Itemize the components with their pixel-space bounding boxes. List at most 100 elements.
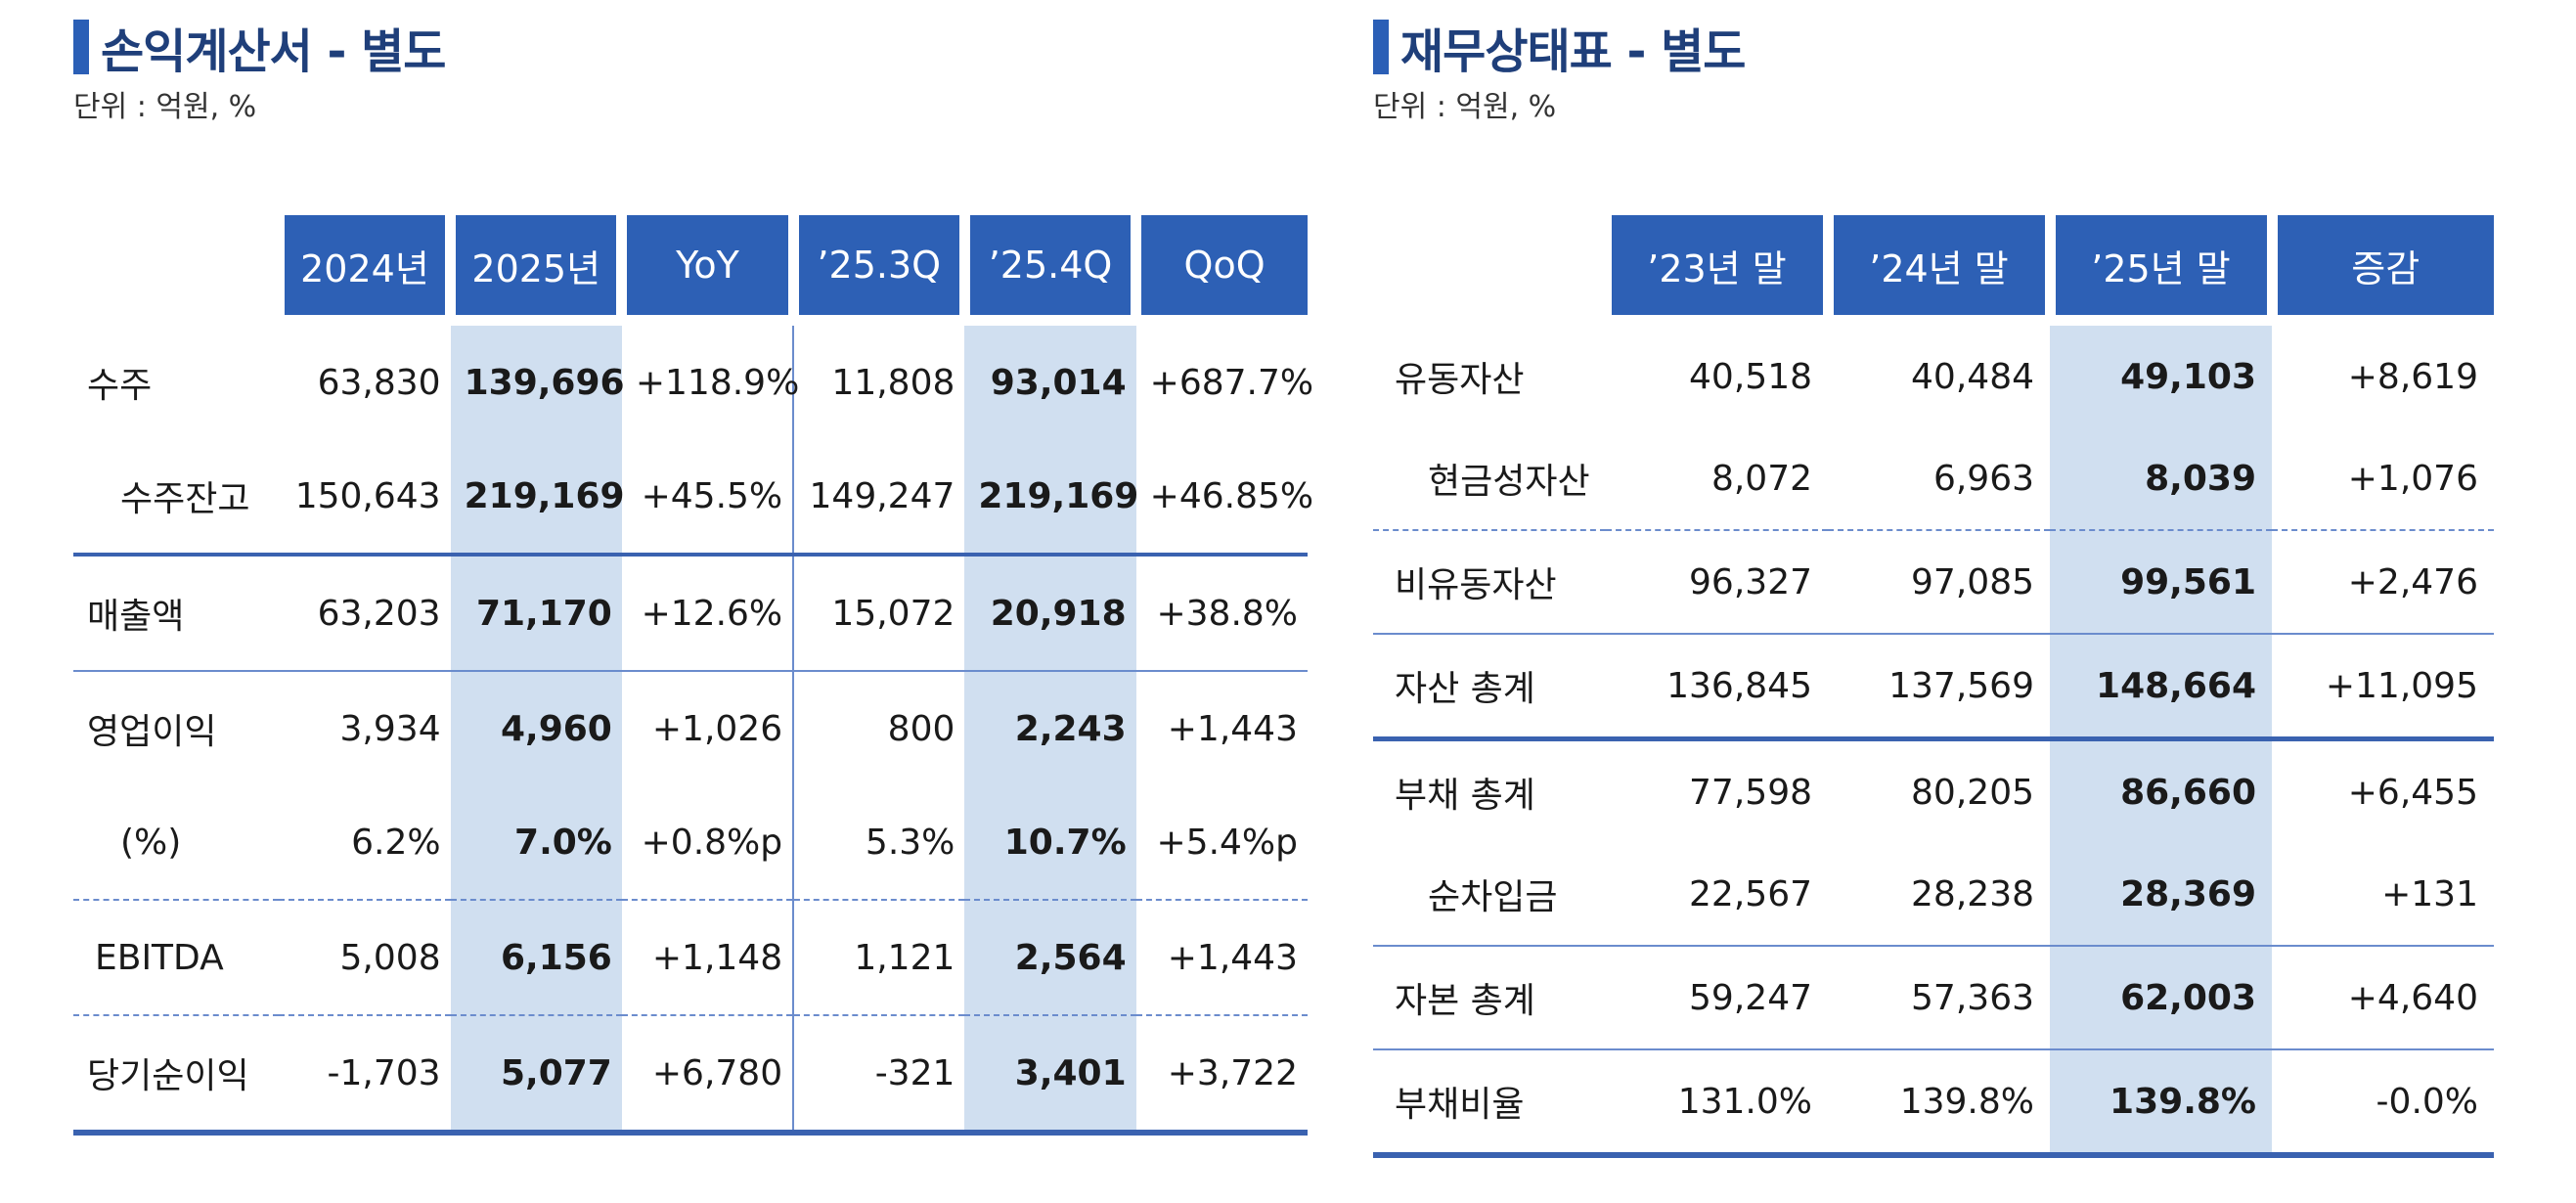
cell-yoy: +118.9% [621,318,799,439]
balance-header-change: 증감 [2266,215,2494,326]
cell-25: 62,003 [2050,945,2272,1049]
balance-title-accent-bar [1373,20,1389,74]
cell-yoy: +6,780 [621,1014,795,1136]
cell-23: 8,072 [1710,458,1812,499]
cell-25-4q: 10.7% [964,785,1136,900]
cell-25-3q: 149,247 [809,475,955,516]
row-label: 부채 총계 [1373,736,1606,843]
income-header-qoq: QoQ [1131,215,1308,326]
balance-row-total-assets: 자산 총계 136,845 137,569 148,664 +11,095 [1373,633,2494,739]
row-label: 자본 총계 [1373,945,1606,1049]
cell-qoq: +3,722 [1135,1014,1308,1136]
cell-qoq: +5.4%p [1156,822,1298,863]
cell-change: +1,076 [2347,458,2478,499]
cell-qoq: +46.85% [1149,475,1314,516]
cell-25: 99,561 [2050,529,2272,634]
row-label: EBITDA [73,899,280,1015]
cell-24: 57,363 [1828,945,2050,1049]
cell-24: 28,238 [1911,873,2034,914]
balance-row-net-debt: 순차입금 22,567 28,238 28,369 +131 [1373,843,2494,946]
cell-24: 137,569 [1828,633,2050,739]
income-header-2024: 2024년 [273,215,451,326]
cell-25: 148,664 [2050,633,2272,739]
cell-change: -0.0% [2272,1048,2494,1158]
cell-25-3q: 5.3% [865,822,955,863]
cell-change: +2,476 [2272,529,2494,634]
cell-2025: 139,696 [450,318,625,439]
cell-2024: 63,203 [279,553,451,671]
cell-23: 40,518 [1606,318,1828,427]
balance-header-25: ’25년 말 [2044,215,2272,326]
balance-row-total-equity: 자본 총계 59,247 57,363 62,003 +4,640 [1373,945,2494,1049]
income-row-backlog: 수주잔고 150,643 219,169 +45.5% 149,247 219,… [73,439,1314,555]
income-row-operating-profit: 영업이익 3,934 4,960 +1,026 800 2,243 +1,443 [73,670,1308,785]
cell-qoq: +687.7% [1135,318,1313,439]
cell-2024: -1,703 [279,1014,451,1136]
cell-qoq: +1,443 [1135,899,1308,1015]
balance-row-total-liabilities: 부채 총계 77,598 80,205 86,660 +6,455 [1373,736,2494,843]
row-label: 당기순이익 [73,1014,280,1136]
cell-2025: 6,156 [450,899,622,1015]
balance-title-wrap: 재무상태표 - 별도 [1373,18,1746,79]
balance-header-24: ’24년 말 [1822,215,2050,326]
cell-25: 86,660 [2050,736,2272,843]
cell-24: 40,484 [1828,318,2050,427]
income-title-accent-bar [73,20,89,74]
balance-row-cash: 현금성자산 8,072 6,963 8,039 +1,076 [1373,427,2494,530]
cell-change: +131 [2381,873,2478,914]
cell-25-3q: 1,121 [793,899,965,1015]
cell-25: 28,369 [2050,843,2272,946]
income-row-operating-margin: (%) 6.2% 7.0% +0.8%p 5.3% 10.7% +5.4%p [73,785,1308,900]
cell-23: 131.0% [1606,1048,1828,1158]
cell-2025: 7.0% [450,785,622,900]
cell-24: 80,205 [1828,736,2050,843]
income-header-25-4q: ’25.4Q [958,215,1136,326]
cell-2024: 150,643 [294,475,441,516]
income-header-row: 2024년 2025년 YoY ’25.3Q ’25.4Q QoQ [73,215,1308,326]
cell-25: 49,103 [2050,318,2272,427]
cell-change: +6,455 [2272,736,2494,843]
balance-header-blank [1373,215,1606,326]
cell-yoy: +0.8%p [621,785,795,900]
cell-24: 6,963 [1932,458,2034,499]
cell-2025: 71,170 [450,553,622,671]
cell-2025: 4,960 [450,670,622,785]
cell-25-4q: 2,243 [964,670,1136,785]
income-header-yoy: YoY [616,215,794,326]
cell-yoy: +45.5% [621,439,795,555]
cell-yoy: +12.6% [621,553,795,671]
cell-23: 77,598 [1606,736,1828,843]
cell-25-4q: 20,918 [964,553,1136,671]
row-label: 현금성자산 [1428,462,1590,502]
row-label: 순차입금 [1428,877,1558,917]
cell-25: 139.8% [2050,1048,2272,1158]
row-label: 부채비율 [1373,1048,1606,1158]
cell-24: 97,085 [1828,529,2050,634]
cell-23: 136,845 [1606,633,1828,739]
cell-change: +8,619 [2272,318,2494,427]
cell-25: 8,039 [2050,427,2272,530]
balance-unit-note: 단위 : 억원, % [1373,90,1557,124]
row-label: 유동자산 [1373,318,1606,427]
income-header-blank [73,215,280,326]
income-header-2025: 2025년 [445,215,622,326]
row-label: (%) [120,822,182,863]
income-row-orders: 수주 63,830 139,696 +118.9% 11,808 93,014 … [73,318,1313,439]
balance-row-current-assets: 유동자산 40,518 40,484 49,103 +8,619 [1373,318,2494,427]
cell-25-3q: -321 [793,1014,965,1136]
income-row-revenue: 매출액 63,203 71,170 +12.6% 15,072 20,918 +… [73,553,1308,671]
cell-qoq: +38.8% [1135,553,1308,671]
cell-2025: 5,077 [450,1014,622,1136]
cell-23: 22,567 [1689,873,1812,914]
cell-24: 139.8% [1828,1048,2050,1158]
cell-2025: 219,169 [450,439,625,555]
cell-yoy: +1,026 [621,670,795,785]
cell-25-4q: 3,401 [964,1014,1136,1136]
row-label: 수주 [73,318,280,439]
row-label: 비유동자산 [1373,529,1606,634]
income-title: 손익계산서 - 별도 [101,24,446,79]
income-statement-table: 2024년 2025년 YoY ’25.3Q ’25.4Q QoQ 수주 63,… [73,215,1314,1136]
balance-header-23: ’23년 말 [1600,215,1828,326]
cell-23: 96,327 [1606,529,1828,634]
income-row-net-income: 당기순이익 -1,703 5,077 +6,780 -321 3,401 +3,… [73,1014,1308,1136]
